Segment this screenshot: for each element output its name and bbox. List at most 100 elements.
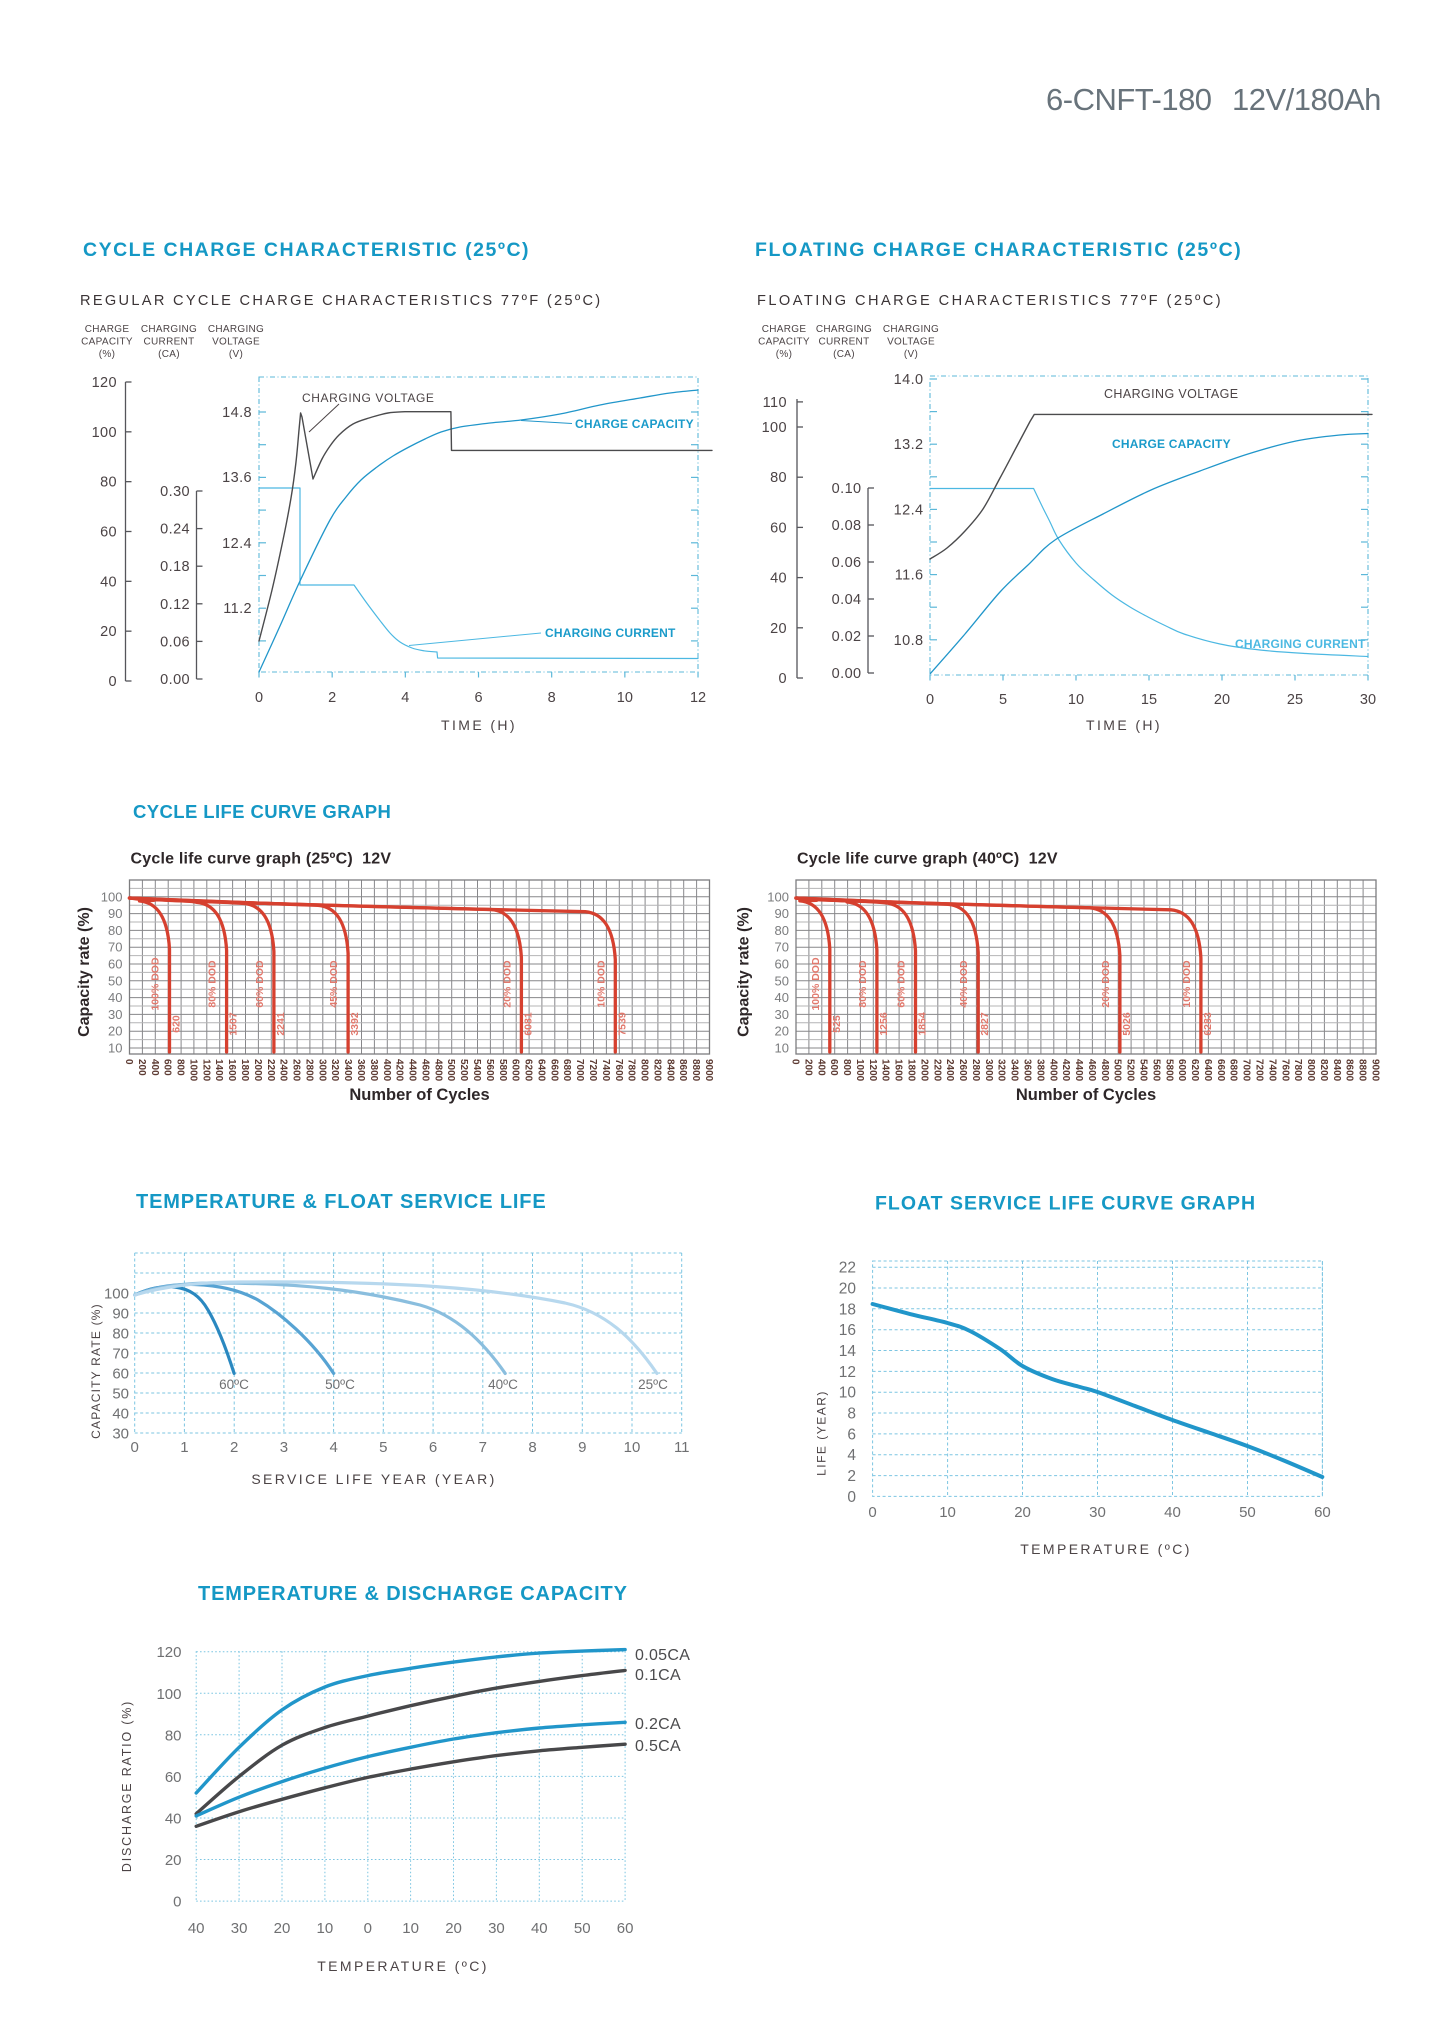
svg-text:30: 30 bbox=[112, 1426, 129, 1443]
svg-text:4600: 4600 bbox=[419, 1059, 430, 1082]
svg-text:VOLTAGE: VOLTAGE bbox=[887, 337, 935, 348]
svg-text:12V/180Ah: 12V/180Ah bbox=[1232, 82, 1381, 117]
svg-text:18: 18 bbox=[839, 1301, 856, 1318]
svg-text:4: 4 bbox=[847, 1447, 856, 1464]
svg-text:20: 20 bbox=[274, 1920, 291, 1937]
svg-text:4000: 4000 bbox=[381, 1059, 392, 1082]
svg-text:FLOAT SERVICE LIFE CURVE GRAPH: FLOAT SERVICE LIFE CURVE GRAPH bbox=[875, 1193, 1256, 1215]
svg-text:CYCLE CHARGE CHARACTERISTIC (2: CYCLE CHARGE CHARACTERISTIC (25ºC) bbox=[83, 239, 530, 261]
svg-text:0.5CA: 0.5CA bbox=[635, 1738, 681, 1755]
svg-text:9000: 9000 bbox=[703, 1059, 714, 1082]
svg-text:70: 70 bbox=[108, 940, 122, 955]
svg-text:CHARGE CAPACITY: CHARGE CAPACITY bbox=[575, 417, 694, 431]
svg-text:13.6: 13.6 bbox=[222, 470, 252, 486]
svg-text:20: 20 bbox=[165, 1852, 182, 1869]
svg-text:5200: 5200 bbox=[1125, 1059, 1136, 1082]
svg-text:9: 9 bbox=[578, 1439, 586, 1456]
svg-text:90: 90 bbox=[775, 906, 789, 921]
svg-text:100: 100 bbox=[104, 1286, 129, 1303]
svg-text:7200: 7200 bbox=[1254, 1059, 1265, 1082]
svg-text:2: 2 bbox=[230, 1439, 238, 1456]
svg-text:VOLTAGE: VOLTAGE bbox=[212, 337, 260, 348]
svg-text:7600: 7600 bbox=[1279, 1059, 1290, 1082]
svg-text:3600: 3600 bbox=[355, 1059, 366, 1082]
svg-text:2400: 2400 bbox=[944, 1059, 955, 1082]
svg-text:7000: 7000 bbox=[1241, 1059, 1252, 1082]
svg-text:7: 7 bbox=[479, 1439, 487, 1456]
svg-text:600: 600 bbox=[162, 1059, 173, 1076]
svg-text:6000: 6000 bbox=[510, 1059, 521, 1082]
svg-text:60: 60 bbox=[165, 1769, 182, 1786]
svg-text:50ºC: 50ºC bbox=[325, 1377, 355, 1392]
svg-text:60: 60 bbox=[770, 520, 787, 536]
svg-text:600: 600 bbox=[828, 1059, 839, 1076]
svg-text:800: 800 bbox=[841, 1059, 852, 1076]
svg-text:CHARGING VOLTAGE: CHARGING VOLTAGE bbox=[1104, 387, 1238, 401]
svg-text:7800: 7800 bbox=[1292, 1059, 1303, 1082]
svg-text:6200: 6200 bbox=[523, 1059, 534, 1082]
svg-text:TIME (H): TIME (H) bbox=[1086, 717, 1162, 733]
svg-text:2: 2 bbox=[847, 1468, 856, 1485]
svg-text:LIFE (YEAR): LIFE (YEAR) bbox=[815, 1390, 829, 1476]
svg-text:30: 30 bbox=[108, 1007, 122, 1022]
svg-text:6800: 6800 bbox=[1228, 1059, 1239, 1082]
svg-text:10: 10 bbox=[317, 1920, 334, 1937]
svg-text:3200: 3200 bbox=[329, 1059, 340, 1082]
svg-text:100: 100 bbox=[101, 889, 123, 904]
svg-text:1256: 1256 bbox=[878, 1012, 890, 1036]
svg-text:12: 12 bbox=[690, 690, 706, 706]
svg-text:2827: 2827 bbox=[979, 1012, 991, 1036]
svg-text:5000: 5000 bbox=[445, 1059, 456, 1082]
svg-text:2000: 2000 bbox=[918, 1059, 929, 1082]
svg-text:0: 0 bbox=[790, 1059, 801, 1065]
svg-text:20: 20 bbox=[100, 624, 117, 640]
svg-text:(V): (V) bbox=[229, 349, 243, 360]
svg-text:20: 20 bbox=[445, 1920, 462, 1937]
svg-text:80: 80 bbox=[108, 923, 122, 938]
svg-text:10.8: 10.8 bbox=[894, 633, 924, 649]
svg-text:9000: 9000 bbox=[1370, 1059, 1381, 1082]
svg-text:50: 50 bbox=[775, 973, 789, 988]
svg-text:40: 40 bbox=[775, 990, 789, 1005]
svg-text:8200: 8200 bbox=[1318, 1059, 1329, 1082]
svg-text:Number of Cycles: Number of Cycles bbox=[1016, 1086, 1156, 1104]
svg-text:5: 5 bbox=[379, 1439, 387, 1456]
svg-text:DISCHARGE RATIO (%): DISCHARGE RATIO (%) bbox=[120, 1700, 134, 1872]
svg-text:0: 0 bbox=[173, 1894, 181, 1911]
svg-text:1854: 1854 bbox=[917, 1012, 929, 1036]
svg-text:5800: 5800 bbox=[1163, 1059, 1174, 1082]
svg-text:0.08: 0.08 bbox=[832, 518, 862, 534]
svg-text:7400: 7400 bbox=[600, 1059, 611, 1082]
svg-text:3800: 3800 bbox=[368, 1059, 379, 1082]
svg-text:CAPACITY RATE (%): CAPACITY RATE (%) bbox=[89, 1303, 103, 1439]
svg-text:1400: 1400 bbox=[213, 1059, 224, 1082]
svg-text:6: 6 bbox=[474, 690, 482, 706]
svg-text:14: 14 bbox=[839, 1343, 857, 1360]
svg-text:6800: 6800 bbox=[561, 1059, 572, 1082]
svg-text:1200: 1200 bbox=[200, 1059, 211, 1082]
svg-text:FLOATING CHARGE CHARACTERISTIC: FLOATING CHARGE CHARACTERISTICS 77ºF (25… bbox=[757, 293, 1223, 309]
svg-text:3392: 3392 bbox=[349, 1012, 361, 1036]
svg-text:0.12: 0.12 bbox=[160, 597, 190, 613]
svg-text:20: 20 bbox=[770, 621, 787, 637]
svg-text:8: 8 bbox=[548, 690, 556, 706]
svg-text:60: 60 bbox=[108, 957, 122, 972]
svg-text:Cycle life curve graph (40ºC): Cycle life curve graph (40ºC) 12V bbox=[797, 851, 1058, 868]
svg-text:4800: 4800 bbox=[1099, 1059, 1110, 1082]
svg-text:CHARGING: CHARGING bbox=[883, 324, 939, 335]
svg-text:10% DOD: 10% DOD bbox=[1181, 960, 1193, 1008]
svg-text:6283: 6283 bbox=[1202, 1012, 1214, 1036]
svg-text:5: 5 bbox=[999, 692, 1007, 708]
svg-text:20: 20 bbox=[775, 1024, 789, 1039]
svg-text:40: 40 bbox=[100, 574, 117, 590]
svg-text:TIME (H): TIME (H) bbox=[441, 717, 517, 733]
svg-text:100% DOD: 100% DOD bbox=[150, 957, 162, 1011]
svg-text:2241: 2241 bbox=[275, 1012, 287, 1036]
svg-text:100: 100 bbox=[762, 420, 787, 436]
svg-text:60% DOD: 60% DOD bbox=[254, 960, 266, 1008]
svg-text:10: 10 bbox=[624, 1439, 641, 1456]
svg-text:10: 10 bbox=[839, 1385, 857, 1402]
svg-text:22: 22 bbox=[839, 1260, 856, 1277]
svg-text:60ºC: 60ºC bbox=[219, 1377, 249, 1392]
svg-text:0: 0 bbox=[255, 690, 263, 706]
